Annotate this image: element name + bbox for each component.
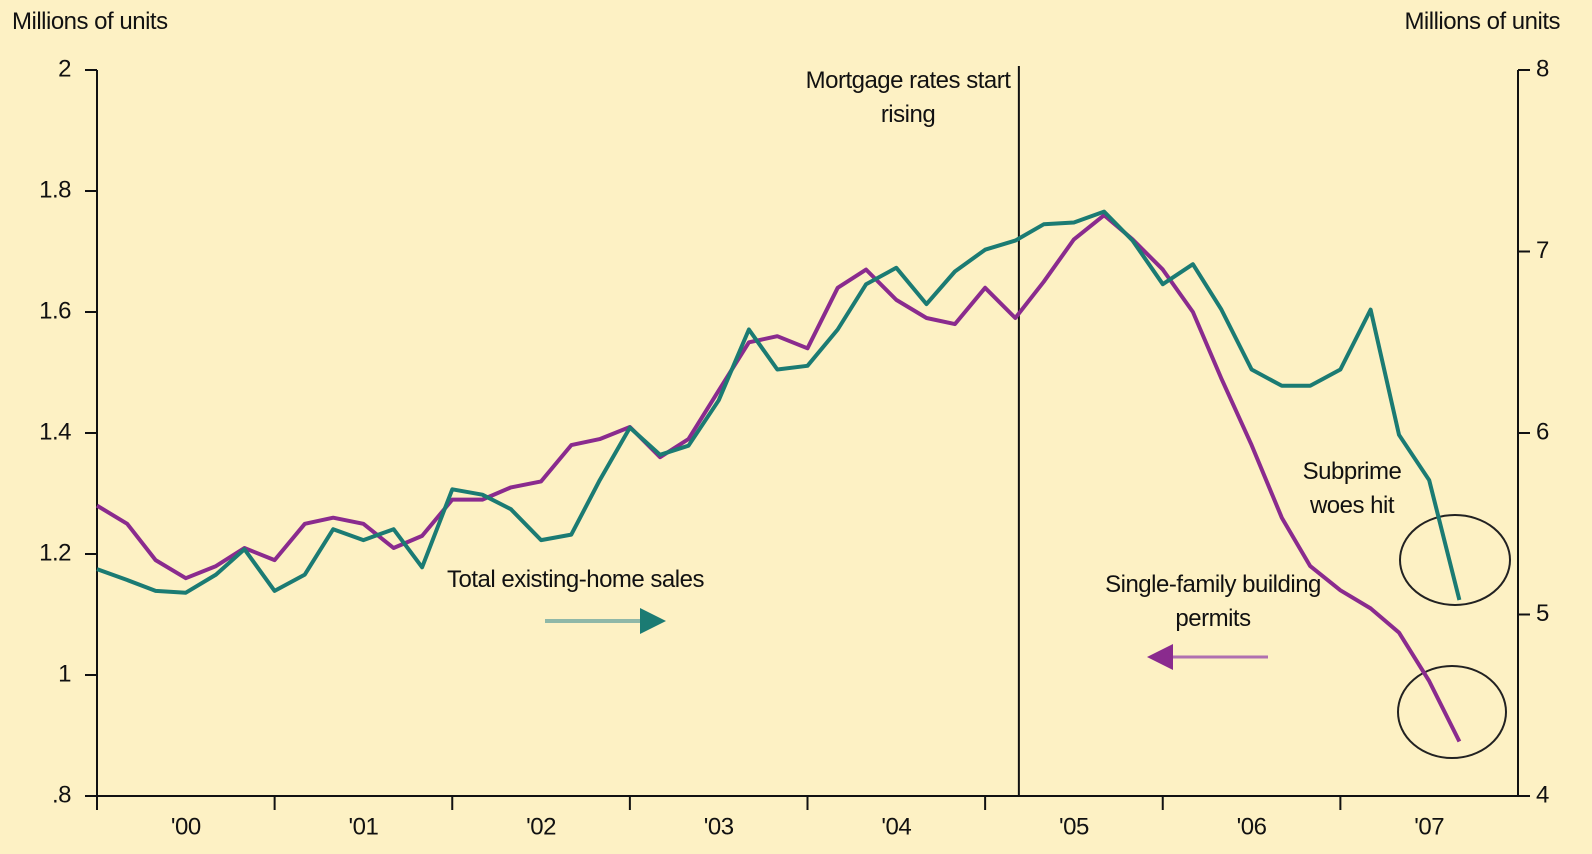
x-tick-label: '05 <box>1059 813 1089 840</box>
x-tick-label: '04 <box>881 813 911 840</box>
y-axis-label: Millions of units <box>12 8 168 35</box>
series-line <box>96 209 1462 601</box>
y-tick-label: 1.2 <box>39 539 71 566</box>
series-label: Total existing-home sales <box>447 566 704 593</box>
highlight-circle <box>1397 665 1507 759</box>
arrow-head <box>640 608 666 634</box>
y2-tick-label: 4 <box>1536 781 1549 808</box>
y-tick-label: 1.6 <box>39 297 71 324</box>
series-line <box>95 213 1462 743</box>
annotation: Mortgage rates start rising <box>805 67 1011 128</box>
y2-tick-label: 7 <box>1536 237 1549 264</box>
y2-axis-label: Millions of units <box>1404 8 1560 35</box>
arrow-head <box>1147 644 1173 670</box>
x-tick-label: '02 <box>526 813 556 840</box>
y2-tick-label: 8 <box>1536 55 1549 82</box>
y-tick-label: 1 <box>58 660 71 687</box>
x-tick-label: '03 <box>704 813 734 840</box>
x-tick-label: '00 <box>171 813 201 840</box>
y-tick-label: 2 <box>58 55 71 82</box>
highlight-circle <box>1399 514 1511 606</box>
y2-tick-label: 6 <box>1536 418 1549 445</box>
y2-tick-label: 5 <box>1536 600 1549 627</box>
x-tick-label: '01 <box>349 813 379 840</box>
annotation: Subprime woes hit <box>1302 458 1402 519</box>
y-tick-label: .8 <box>52 781 71 808</box>
x-tick-label: '06 <box>1237 813 1267 840</box>
y-tick-label: 1.4 <box>39 418 71 445</box>
y-tick-label: 1.8 <box>39 176 71 203</box>
x-tick-label: '07 <box>1414 813 1444 840</box>
series-label: Single-family building permits <box>1105 571 1321 632</box>
